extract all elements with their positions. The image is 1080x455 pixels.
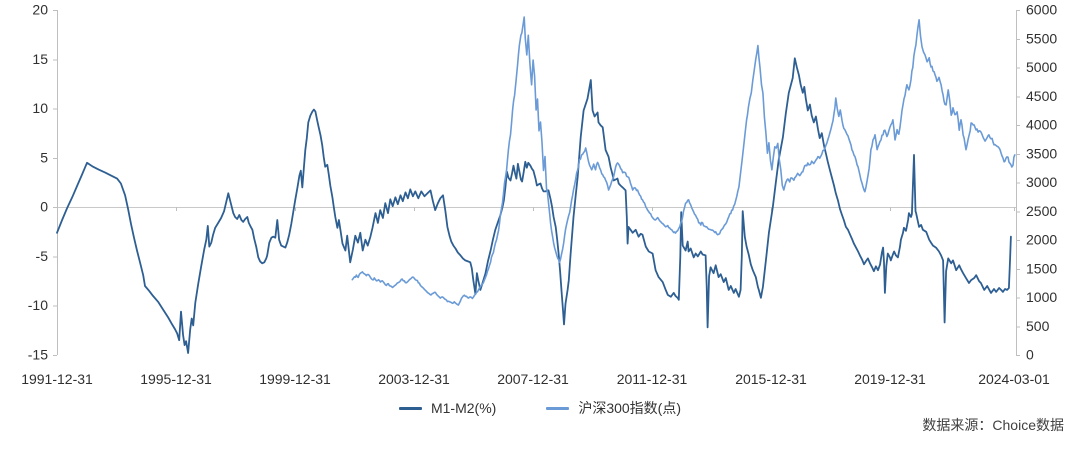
- left-y-axis-label: 5: [40, 149, 48, 165]
- left-y-axis-label: -10: [28, 297, 48, 313]
- x-axis-label: 2007-12-31: [497, 371, 569, 387]
- legend-label-m1-m2: M1-M2(%): [430, 400, 497, 416]
- right-y-axis-label: 0: [1026, 347, 1034, 363]
- right-y-axis-label: 1000: [1026, 289, 1057, 305]
- legend-item-m1-m2: M1-M2(%): [398, 400, 497, 416]
- right-y-axis-label: 5000: [1026, 59, 1057, 75]
- right-y-axis-label: 4500: [1026, 88, 1057, 104]
- x-axis-label: 1991-12-31: [21, 371, 93, 387]
- left-y-axis-label: -15: [28, 347, 48, 363]
- hs300-line-swatch: [546, 406, 570, 410]
- right-y-axis-label: 1500: [1026, 260, 1057, 276]
- left-y-axis-label: 0: [40, 199, 48, 215]
- right-y-axis-label: 500: [1026, 318, 1050, 334]
- series-line-m1-m2: [56, 57, 1012, 354]
- right-y-axis-label: 3500: [1026, 145, 1057, 161]
- right-y-axis-label: 6000: [1026, 2, 1057, 18]
- right-y-axis-label: 2000: [1026, 232, 1057, 248]
- right-y-axis-label: 4000: [1026, 117, 1057, 133]
- x-axis-label: 2015-12-31: [735, 371, 807, 387]
- left-y-axis-label: 15: [32, 51, 48, 67]
- right-y-axis-label: 2500: [1026, 203, 1057, 219]
- left-y-axis-label: 10: [32, 100, 48, 116]
- x-axis-label: 2024-03-01: [978, 371, 1050, 387]
- x-axis: 1991-12-31 1995-12-31 1999-12-31 2003-12-31…: [21, 207, 1050, 387]
- line-chart-canvas: 20151050-5-10-15600055005000450040003500…: [21, 2, 1057, 388]
- x-axis-label: 2019-12-31: [854, 371, 926, 387]
- legend-item-hs300: 沪深300指数(点): [546, 398, 681, 418]
- m1-m2-line-swatch: [398, 406, 422, 410]
- data-source-note: 数据来源：Choice数据: [922, 417, 1064, 433]
- series-line-hs300: [351, 16, 1016, 306]
- left-y-axis-label: -5: [36, 248, 49, 264]
- left-y-axis-label: 20: [32, 2, 48, 18]
- right-y-axis-label: 3000: [1026, 174, 1057, 190]
- legend-label-hs300: 沪深300指数(点): [578, 400, 682, 416]
- x-axis-label: 2003-12-31: [378, 371, 450, 387]
- left-y-axis: 20 15 10 5 0 -5 -10 -15: [28, 2, 58, 363]
- legend: M1-M2(%) 沪深300指数(点): [0, 398, 1080, 418]
- right-y-axis: 6000550050004500400035003000250020001500…: [1016, 2, 1057, 363]
- x-axis-label: 2011-12-31: [617, 371, 688, 387]
- x-axis-label: 1999-12-31: [259, 371, 331, 387]
- right-y-axis-label: 5500: [1026, 30, 1057, 46]
- x-axis-label: 1995-12-31: [140, 371, 212, 387]
